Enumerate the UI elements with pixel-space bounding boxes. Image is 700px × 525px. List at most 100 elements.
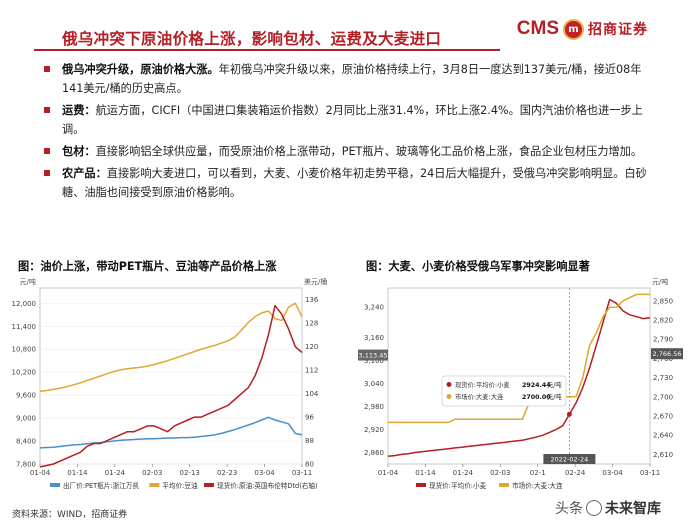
tooltip-value-2: 2700.00	[522, 394, 551, 401]
y-right-tick-label: 2,850	[653, 297, 673, 305]
y-left-tick-label: 2,920	[364, 426, 384, 434]
y-left-tick-label: 7,800	[16, 461, 36, 469]
tooltip-label-1: 现货价:平均价:小麦	[455, 380, 510, 389]
ref-right-badge	[651, 348, 683, 360]
y-right-tick-label: 88	[305, 437, 314, 445]
logo-chinese-name: 招商证券	[588, 22, 648, 38]
y-right-tick-label: 2,790	[653, 336, 673, 344]
ref-left-value: 3,113.45	[359, 352, 388, 360]
legend-swatch-3	[204, 483, 214, 487]
y-left-tick-label: 10,800	[12, 346, 37, 354]
x-tick-label: 03-11	[640, 469, 660, 477]
right-axis-unit: 元/吨	[652, 277, 668, 286]
plot-frame	[387, 287, 651, 465]
y-right-tick-label: 2,640	[653, 432, 673, 440]
y-right-tick-label: 2,610	[653, 451, 673, 459]
bullet-lead: 运费：	[62, 104, 96, 117]
legend-label-1: 出厂价:PET瓶片:浙江万凯	[63, 481, 139, 490]
chart-svg: 元/吨 美元/桶 7,800 8,400 9,000 9,600 10,200 10,800 1…	[12, 277, 328, 490]
y-left-tick-label: 3,160	[364, 334, 384, 342]
y-right-tick-label: 80	[305, 461, 314, 469]
bullet-item-crude: 俄乌冲突升级，原油价格大涨。年初俄乌冲突升级以来，原油价格持续上行，3月8日一度…	[44, 60, 662, 98]
y-right-tick-label: 112	[305, 367, 318, 375]
tooltip-swatch-1	[446, 382, 452, 387]
series-line-1	[39, 416, 303, 449]
y-left-tick-label: 9,600	[16, 392, 36, 400]
y-right-tick-label: 96	[305, 414, 314, 422]
x-tick-label: 01-04	[378, 469, 399, 477]
watermark-prefix: 头条	[555, 501, 583, 517]
x-tick-label: 02-03	[490, 469, 510, 477]
bullet-item-packaging: 包材：直接影响铝全球供应量，而受原油价格上涨带动，PET瓶片、玻璃等化工品价格上…	[44, 142, 662, 161]
tooltip-box	[441, 375, 567, 407]
y-right-tick-label: 2,670	[653, 413, 673, 421]
legend-label-2: 平均价:豆油	[162, 481, 198, 490]
bullet-lead: 农产品：	[62, 167, 107, 180]
bullet-square-icon	[44, 148, 50, 154]
x-tick-label: 02-24	[565, 469, 586, 477]
slide-title: 俄乌冲突下原油价格上涨，影响包材、运费及大麦进口	[62, 30, 442, 48]
y-left-tick-label: 11,400	[12, 323, 37, 331]
x-tick-label: 02-13	[180, 469, 200, 477]
legend-swatch-2	[499, 483, 509, 487]
bullet-text: 年初俄乌冲突升级以来，原油价格持续上行，3月8日一度达到137美元/桶，接近08…	[62, 63, 642, 95]
tooltip-unit-2: 元/吨	[547, 392, 562, 401]
legend-swatch-2	[149, 483, 160, 487]
x-tick-label: 01-24	[105, 469, 126, 477]
bullet-text: 直接影响大麦进口，可以看到，大麦、小麦价格年初走势平稳，24日后大幅提升，受俄乌…	[62, 167, 647, 199]
y-left-tick-label: 3,240	[364, 304, 384, 312]
series-line-3	[39, 304, 303, 468]
y-left-tick-label: 2,980	[364, 403, 384, 411]
bullet-lead: 俄乌冲突升级，原油价格大涨。	[62, 63, 219, 76]
x-tick-label: 01-14	[67, 469, 88, 477]
chart-oil-pet-soyoil: 图：油价上涨，带动PET瓶片、豆油等产品价格上涨 元/吨 美元/桶 7,800 8,4…	[6, 256, 346, 510]
x-tick-label: 03-04	[254, 469, 275, 477]
x-tick-label: 03-04	[602, 469, 623, 477]
y-left-tick-label: 2,860	[364, 449, 384, 457]
y-right-tick-label: 128	[305, 320, 318, 328]
ref-right-value: 2,766.56	[653, 350, 682, 358]
tooltip-label-2: 市场价:大麦:大连	[455, 392, 504, 401]
y-left-tick-label: 3,100	[364, 357, 384, 365]
watermark-name: 未来智库	[605, 501, 661, 517]
x-tick-label: 02-1	[530, 469, 546, 477]
chart-title: 图：油价上涨，带动PET瓶片、豆油等产品价格上涨	[18, 260, 277, 273]
bullet-square-icon	[44, 66, 50, 72]
y-left-tick-label: 3,040	[364, 380, 384, 388]
logo-mark-icon: m	[563, 18, 584, 40]
date-marker-badge	[543, 454, 596, 464]
series-line-2	[388, 293, 650, 424]
chart-svg: 元/吨 2,860 2,920 2,980 3,040 3,100 3,160 3,240 2,…	[358, 277, 683, 490]
title-underline	[34, 49, 500, 51]
y-right-tick-label: 136	[305, 296, 319, 304]
y-left-tick-label: 9,000	[16, 415, 36, 423]
y-left-tick-label: 10,200	[12, 369, 37, 377]
tooltip-swatch-2	[446, 394, 452, 399]
watermark: 头条 未来智库	[555, 498, 661, 518]
y-left-tick-label: 8,400	[16, 438, 36, 446]
bullet-list: 俄乌冲突升级，原油价格大涨。年初俄乌冲突升级以来，原油价格持续上行，3月8日一度…	[44, 60, 662, 205]
tooltip-value-1: 2924.44	[522, 382, 551, 389]
bullet-item-freight: 运费：航运方面，CICFI（中国进口集装箱运价指数）2月同比上涨31.4%，环比…	[44, 101, 662, 139]
x-tick-label: 01-14	[415, 469, 436, 477]
bullet-text: 直接影响铝全球供应量，而受原油价格上涨带动，PET瓶片、玻璃等化工品价格上涨，食…	[95, 145, 643, 158]
series-line-2	[39, 302, 303, 393]
y-right-tick-label: 2,730	[653, 374, 673, 382]
legend-swatch-1	[50, 483, 60, 487]
legend-label-3: 现货价:原油:英国布伦特Dtd(右轴)	[217, 481, 318, 490]
y-right-tick-label: 104	[305, 390, 319, 398]
legend-label-1: 现货价:平均价:小麦	[429, 481, 487, 490]
x-tick-label: 02-03	[142, 469, 162, 477]
x-tick-label: 01-24	[453, 469, 474, 477]
y-right-tick-label: 120	[305, 343, 318, 351]
wheat-marker-point	[566, 411, 572, 417]
bullet-lead: 包材：	[62, 145, 96, 158]
source-note: 资料来源：WIND，招商证券	[12, 510, 128, 520]
legend-swatch-1	[416, 483, 426, 487]
chart-barley-wheat: 图：大麦、小麦价格受俄乌军事冲突影响显著 元/吨 2,860 2,920 2,980 3…	[354, 256, 694, 510]
bullet-square-icon	[44, 107, 50, 113]
left-axis-unit: 元/吨	[20, 277, 36, 286]
right-axis-unit: 美元/桶	[304, 277, 327, 286]
broker-logo: CMS m 招商证券	[517, 18, 648, 40]
x-tick-label: 03-11	[292, 469, 312, 477]
